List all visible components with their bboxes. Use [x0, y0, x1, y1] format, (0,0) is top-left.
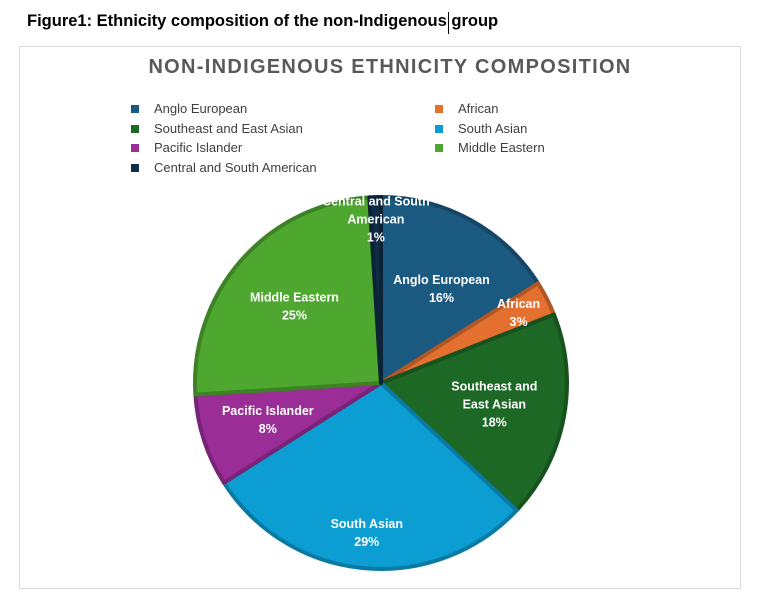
legend-swatch	[131, 124, 139, 133]
data-label-southeast-and-east-asian: Southeast and East Asian 18%	[451, 380, 537, 430]
text-cursor	[448, 12, 449, 34]
legend-label: South Asian	[458, 121, 528, 136]
data-label-south-asian: South Asian 29%	[331, 517, 403, 549]
pie-slice-south-asian[interactable]	[221, 381, 519, 571]
legend-item-south-asian: South Asian	[435, 121, 527, 136]
chart-title: NON-INDIGENOUS ETHNICITY COMPOSITION	[148, 56, 632, 78]
legend-swatch	[435, 104, 443, 113]
data-label-central-and-south-american: Central and South American 1%	[322, 194, 430, 244]
legend-item-african: African	[435, 101, 498, 116]
legend-label: Central and South American	[154, 160, 317, 175]
legend-label: Pacific Islander	[154, 140, 243, 155]
figure-caption: Figure1: Ethnicity composition of the no…	[27, 12, 499, 30]
legend-item-central-south-american: Central and South American	[131, 160, 317, 175]
chart-frame[interactable]: NON-INDIGENOUS ETHNICITY COMPOSITION Ang…	[19, 46, 741, 589]
pie-slice-middle-eastern[interactable]	[193, 195, 383, 397]
legend-swatch	[131, 143, 139, 152]
pie-slice-central-and-south-american[interactable]	[367, 195, 383, 385]
legend-label: Middle Eastern	[458, 140, 545, 155]
data-label-african: African 3%	[497, 297, 540, 329]
pie-chart: Anglo European 16% African 3% Southeast and E…	[193, 194, 569, 571]
legend-swatch	[131, 104, 139, 113]
legend-item-middle-eastern: Middle Eastern	[435, 140, 545, 155]
legend-swatch	[435, 124, 443, 133]
legend-item-anglo-european: Anglo European	[131, 101, 247, 116]
pie-slice-anglo-european[interactable]	[379, 195, 541, 385]
legend-label: Southeast and East Asian	[154, 121, 303, 136]
data-label-pacific-islander: Pacific Islander 8%	[222, 404, 314, 436]
legend-label: Anglo European	[154, 101, 248, 116]
pie-slice-southeast-and-east-asian[interactable]	[379, 312, 569, 513]
legend-swatch	[131, 163, 139, 172]
legend-item-southeast-east-asian: Southeast and East Asian	[131, 121, 303, 136]
legend-label: African	[458, 101, 499, 116]
legend-swatch	[435, 143, 443, 152]
data-label-middle-eastern: Middle Eastern 25%	[250, 291, 339, 323]
data-label-anglo-european: Anglo European 16%	[393, 273, 490, 305]
legend-item-pacific-islander: Pacific Islander	[131, 140, 242, 155]
